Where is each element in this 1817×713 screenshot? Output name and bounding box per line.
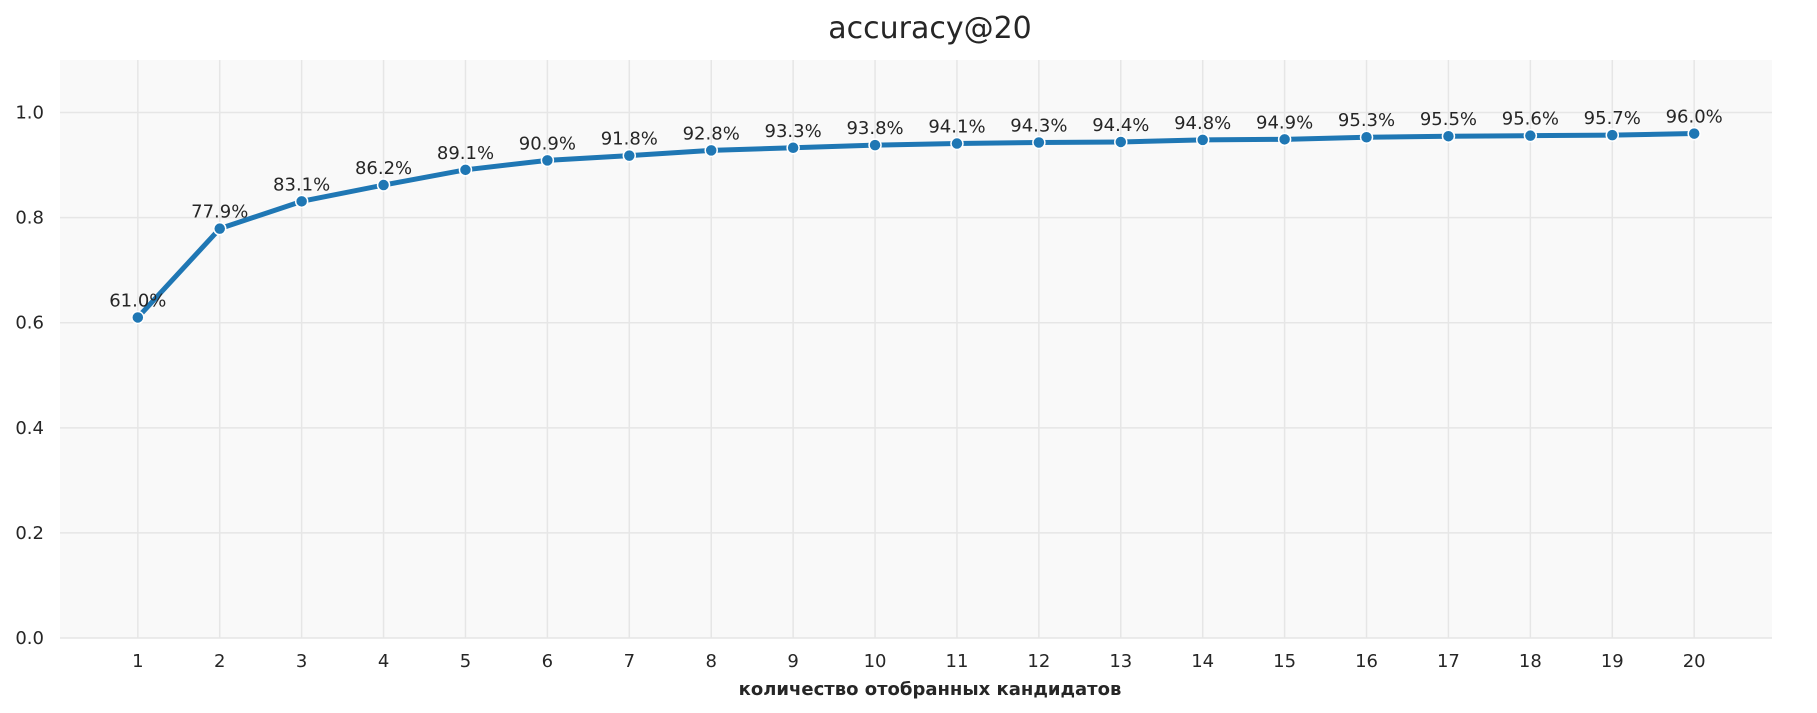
data-point: [540, 153, 555, 168]
data-label: 90.9%: [519, 133, 576, 154]
series-line: [135, 131, 1697, 320]
data-label: 92.8%: [683, 123, 740, 144]
data-point: [622, 148, 637, 163]
x-axis-label: количество отобранных кандидатов: [739, 679, 1122, 700]
data-label: 95.5%: [1420, 109, 1477, 130]
y-tick-label: 0.0: [15, 628, 44, 649]
data-point: [950, 136, 964, 151]
plot-area: [60, 60, 1772, 638]
data-label: 83.1%: [273, 174, 330, 195]
x-tick-label: 12: [1027, 651, 1050, 672]
data-label: 94.4%: [1092, 115, 1149, 136]
y-tick-label: 0.2: [15, 523, 44, 544]
x-tick-label: 17: [1437, 651, 1460, 672]
data-label: 94.3%: [1010, 115, 1067, 136]
x-tick-label: 5: [460, 651, 471, 672]
data-label: 95.7%: [1584, 108, 1641, 129]
y-tick-label: 0.4: [15, 418, 44, 439]
data-label: 86.2%: [355, 158, 412, 179]
data-point: [1277, 132, 1292, 147]
data-point: [1195, 133, 1210, 147]
x-tick-label: 8: [705, 651, 716, 672]
x-tick-label: 20: [1683, 651, 1706, 672]
x-tick-label: 14: [1191, 651, 1214, 672]
data-label: 94.9%: [1256, 112, 1313, 133]
data-point: [1523, 128, 1538, 143]
data-label: 93.8%: [846, 118, 903, 139]
y-tick-label: 1.0: [15, 103, 44, 124]
data-point: [1687, 126, 1701, 141]
x-tick-label: 10: [864, 651, 887, 672]
chart-title: accuracy@20: [828, 11, 1032, 46]
data-point: [212, 221, 227, 236]
data-label: 93.3%: [765, 121, 822, 142]
data-label: 91.8%: [601, 129, 658, 150]
data-point: [458, 163, 473, 177]
x-tick-label: 13: [1109, 651, 1132, 672]
data-label: 61.0%: [109, 290, 166, 311]
x-tick-label: 18: [1519, 651, 1542, 672]
x-tick-label: 6: [542, 651, 553, 672]
data-point: [786, 141, 800, 155]
data-label: 96.0%: [1666, 107, 1723, 128]
data-label: 89.1%: [437, 143, 494, 164]
y-tick-label: 0.8: [15, 208, 44, 229]
data-point: [294, 194, 309, 209]
data-point: [131, 310, 145, 325]
data-point: [704, 143, 718, 158]
x-tick-label: 4: [378, 651, 389, 672]
x-tick-label: 1: [132, 651, 143, 672]
data-point: [1114, 135, 1128, 149]
x-tick-label: 16: [1355, 651, 1378, 672]
data-point: [868, 138, 882, 152]
x-tick-label: 7: [624, 651, 635, 672]
data-label: 94.8%: [1174, 113, 1231, 134]
x-tick-label: 3: [296, 651, 307, 672]
data-label-layer: 61.0% 77.9% 83.1% 86.2% 89.1% 90.9% 91.8% 92.8%…: [109, 107, 1723, 312]
x-tick-label: 19: [1601, 651, 1624, 672]
data-point: [1605, 128, 1620, 142]
data-label: 95.6%: [1502, 109, 1559, 130]
x-tick-label: 15: [1273, 651, 1296, 672]
data-point: [1032, 135, 1046, 150]
data-label: 95.3%: [1338, 110, 1395, 131]
data-point: [376, 178, 391, 192]
data-point: [1441, 129, 1456, 143]
axis-layer: 1 2 3 4 5 6 7 8 9 10 11 12 13 14 15 16 17 18 19 200.00.20.4…: [15, 103, 1705, 672]
series-layer: [131, 126, 1701, 325]
data-label: 94.1%: [928, 117, 985, 138]
x-tick-label: 2: [214, 651, 225, 672]
data-label: 77.9%: [191, 202, 248, 223]
data-point: [1359, 130, 1374, 144]
x-tick-label: 11: [946, 651, 969, 672]
y-tick-label: 0.6: [15, 313, 44, 334]
x-tick-label: 9: [787, 651, 798, 672]
